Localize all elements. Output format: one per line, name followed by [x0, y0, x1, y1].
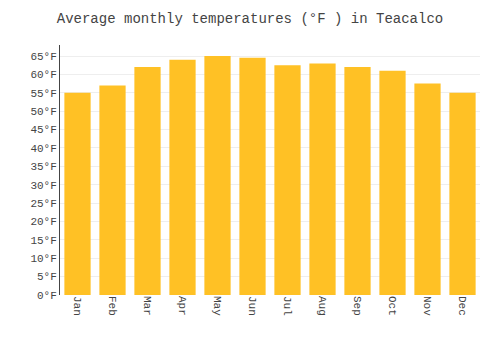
svg-text:15°F: 15°F — [30, 235, 56, 247]
svg-text:0°F: 0°F — [37, 290, 57, 302]
svg-text:Aug: Aug — [316, 296, 328, 316]
svg-text:50°F: 50°F — [30, 106, 56, 118]
svg-text:45°F: 45°F — [30, 124, 56, 136]
svg-text:30°F: 30°F — [30, 180, 56, 192]
svg-text:55°F: 55°F — [30, 88, 56, 100]
svg-text:Mar: Mar — [141, 296, 153, 316]
svg-text:Average monthly temperatures (: Average monthly temperatures (°F ) in Te… — [57, 11, 443, 27]
svg-text:Dec: Dec — [456, 296, 468, 316]
svg-text:Jun: Jun — [246, 296, 258, 316]
svg-text:35°F: 35°F — [30, 161, 56, 173]
svg-text:Jan: Jan — [71, 296, 83, 316]
svg-text:60°F: 60°F — [30, 69, 56, 81]
svg-text:20°F: 20°F — [30, 216, 56, 228]
svg-text:Apr: Apr — [176, 296, 188, 316]
svg-text:Oct: Oct — [386, 296, 398, 316]
svg-text:Nov: Nov — [421, 296, 433, 316]
svg-text:Sep: Sep — [351, 296, 363, 316]
svg-text:10°F: 10°F — [30, 253, 56, 265]
svg-text:65°F: 65°F — [30, 51, 56, 63]
svg-text:25°F: 25°F — [30, 198, 56, 210]
svg-text:40°F: 40°F — [30, 143, 56, 155]
svg-text:5°F: 5°F — [37, 271, 57, 283]
svg-text:Feb: Feb — [106, 296, 118, 316]
svg-text:May: May — [211, 296, 223, 316]
svg-text:Jul: Jul — [281, 296, 293, 316]
